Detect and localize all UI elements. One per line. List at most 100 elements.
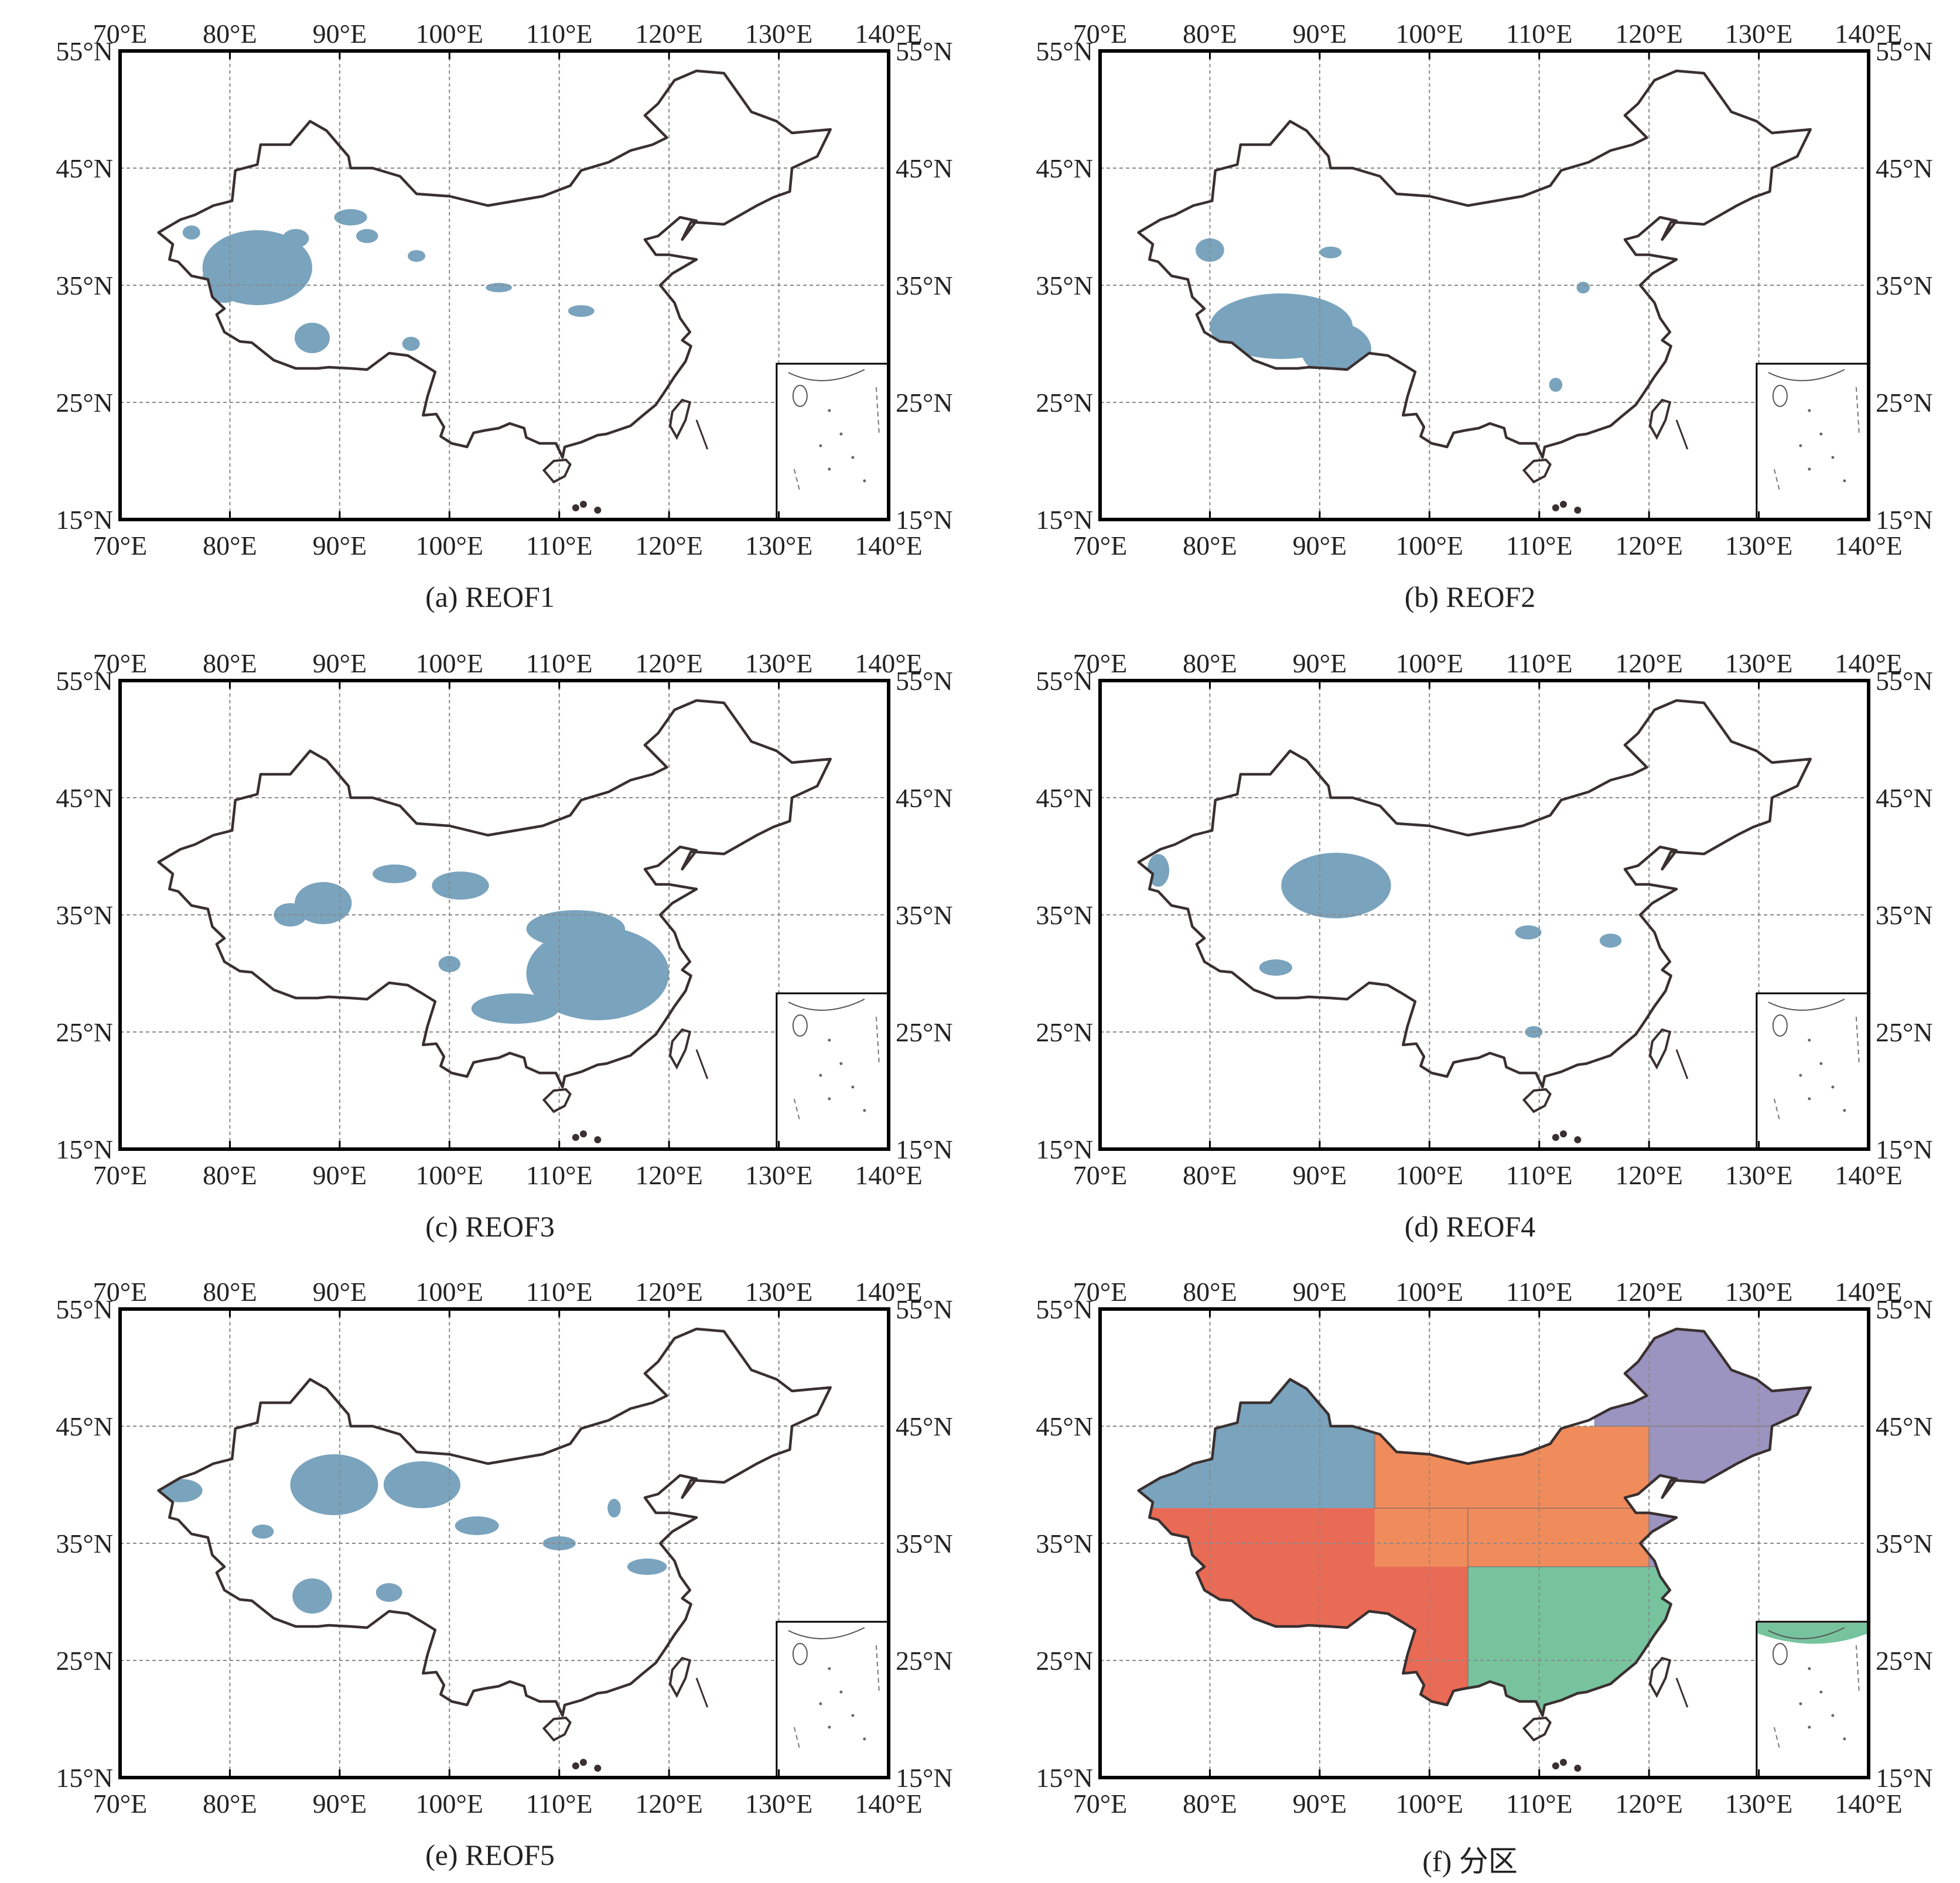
loading-patch bbox=[375, 1583, 402, 1602]
loading-patch bbox=[1599, 934, 1622, 948]
loading-patch bbox=[182, 225, 200, 240]
lat-label-left: 15°N bbox=[1036, 505, 1093, 535]
inset-dot bbox=[1819, 1690, 1823, 1694]
sea-boundary bbox=[1675, 1049, 1689, 1079]
lat-label-right: 45°N bbox=[1876, 1412, 1933, 1441]
lon-label-top: 120°E bbox=[1615, 19, 1683, 49]
lon-label-top: 130°E bbox=[1725, 19, 1793, 49]
inset-dash bbox=[793, 387, 880, 493]
map-fill bbox=[274, 864, 670, 1024]
inset-dot bbox=[839, 1690, 843, 1694]
inset-dot bbox=[1843, 479, 1846, 483]
loading-patch bbox=[526, 910, 626, 948]
caption-a: (a) REOF1 bbox=[425, 580, 555, 613]
lon-label-bottom: 140°E bbox=[1835, 531, 1903, 561]
lat-label-right: 45°N bbox=[1876, 153, 1933, 183]
china-border bbox=[157, 699, 832, 1089]
inset-dash bbox=[1773, 1645, 1860, 1751]
axis-labels: 70°E 70°E 80°E 80°E 90°E 90°E 100°E 100°E 110°E 1… bbox=[56, 648, 952, 1190]
inset-dot bbox=[1808, 1097, 1811, 1101]
inset-coast bbox=[788, 999, 865, 1011]
island-dot bbox=[1552, 1134, 1559, 1141]
island-dot bbox=[572, 1762, 579, 1769]
lon-label-top: 110°E bbox=[1506, 1277, 1573, 1307]
lat-label-right: 45°N bbox=[896, 1412, 953, 1441]
lon-label-bottom: 110°E bbox=[526, 1160, 593, 1190]
lat-label-right: 55°N bbox=[1876, 666, 1933, 696]
loading-patch bbox=[1196, 238, 1224, 262]
caption-f: (f) 分区 bbox=[1422, 1845, 1518, 1878]
lon-label-bottom: 130°E bbox=[745, 1789, 813, 1819]
inset-dot bbox=[1831, 456, 1835, 459]
lat-label-right: 15°N bbox=[896, 505, 953, 535]
lon-label-top: 100°E bbox=[416, 1277, 484, 1307]
lon-label-bottom: 90°E bbox=[313, 1160, 367, 1190]
loading-patch bbox=[1319, 247, 1342, 258]
gridlines bbox=[1100, 51, 1869, 520]
loading-patch bbox=[282, 229, 309, 248]
china-border bbox=[157, 69, 832, 459]
map-d: 70°E 70°E 80°E 80°E 90°E 90°E 100°E 100°E 110°E 1… bbox=[1036, 648, 1932, 1190]
region-orange bbox=[1374, 1508, 1468, 1567]
loading-patch bbox=[295, 882, 352, 924]
lon-label-top: 120°E bbox=[635, 19, 703, 49]
lon-label-top: 80°E bbox=[203, 648, 257, 678]
lat-label-right: 25°N bbox=[896, 388, 953, 418]
lat-label-left: 55°N bbox=[1036, 36, 1093, 66]
map-c: 70°E 70°E 80°E 80°E 90°E 90°E 100°E 100°E 110°E 1… bbox=[56, 648, 952, 1190]
axis-labels: 70°E 70°E 80°E 80°E 90°E 90°E 100°E 100°E 110°E 1… bbox=[1036, 648, 1932, 1190]
inset-dot bbox=[863, 1737, 866, 1741]
lon-label-bottom: 130°E bbox=[1725, 1160, 1793, 1190]
loading-patch bbox=[408, 250, 426, 262]
inset-dot bbox=[1808, 1038, 1811, 1042]
lon-label-bottom: 70°E bbox=[93, 531, 148, 561]
hainan-island bbox=[1522, 458, 1552, 484]
lon-label-bottom: 140°E bbox=[855, 1789, 923, 1819]
loading-patch bbox=[1515, 925, 1542, 939]
lon-label-top: 130°E bbox=[745, 19, 813, 49]
inset-dot bbox=[819, 1074, 822, 1077]
lon-label-top: 120°E bbox=[635, 648, 703, 678]
caption-b: (b) REOF2 bbox=[1404, 580, 1536, 613]
lon-label-top: 90°E bbox=[313, 648, 367, 678]
lat-label-right: 55°N bbox=[896, 666, 953, 696]
map-frame bbox=[1098, 679, 1870, 1151]
lon-label-bottom: 110°E bbox=[1506, 1789, 1573, 1819]
lat-label-left: 25°N bbox=[1036, 388, 1093, 418]
lat-label-left: 15°N bbox=[1036, 1134, 1093, 1164]
loading-patch bbox=[432, 872, 489, 900]
inset-dash bbox=[793, 1645, 880, 1751]
lon-label-bottom: 80°E bbox=[1183, 1160, 1237, 1190]
axis-labels: 70°E 70°E 80°E 80°E 90°E 90°E 100°E 100°E 110°E 1… bbox=[56, 19, 952, 561]
south-china-sea-inset bbox=[1756, 1621, 1870, 1779]
lon-label-bottom: 100°E bbox=[1396, 531, 1464, 561]
island-dot bbox=[1552, 504, 1559, 511]
lat-label-left: 55°N bbox=[56, 1294, 113, 1324]
taiwan-island bbox=[1648, 1656, 1672, 1699]
lon-label-top: 120°E bbox=[635, 1277, 703, 1307]
inset-dot bbox=[1808, 1667, 1811, 1670]
lon-label-bottom: 110°E bbox=[526, 1789, 593, 1819]
inset-dot bbox=[1799, 1074, 1802, 1077]
loading-patch bbox=[202, 256, 247, 303]
map-fill bbox=[1196, 238, 1590, 392]
lat-label-right: 25°N bbox=[1876, 1017, 1933, 1047]
south-china-sea-inset bbox=[1756, 992, 1870, 1150]
inset-fill bbox=[1757, 1623, 1867, 1644]
inset-dot bbox=[828, 409, 831, 412]
lon-label-top: 100°E bbox=[1396, 1277, 1464, 1307]
sea-boundary bbox=[695, 1677, 709, 1708]
lat-label-right: 15°N bbox=[1876, 1134, 1933, 1164]
island-dot bbox=[1574, 1136, 1582, 1143]
lon-label-bottom: 90°E bbox=[313, 531, 367, 561]
lat-label-right: 45°N bbox=[896, 783, 953, 813]
taiwan-island bbox=[1648, 398, 1672, 440]
island-dot bbox=[594, 1765, 602, 1772]
gridlines bbox=[120, 51, 889, 520]
lon-label-top: 110°E bbox=[526, 19, 593, 49]
loading-patch bbox=[455, 1516, 499, 1535]
inset-dash bbox=[1773, 387, 1860, 493]
lat-label-left: 15°N bbox=[56, 1134, 113, 1164]
loading-patch bbox=[1281, 853, 1391, 918]
lon-label-bottom: 100°E bbox=[1396, 1160, 1464, 1190]
